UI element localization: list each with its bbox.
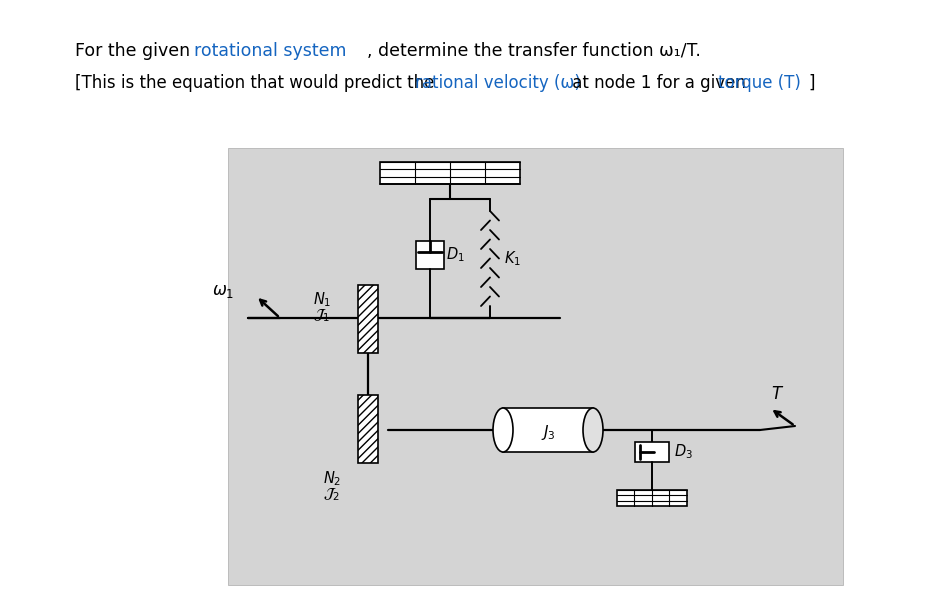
Text: $D_3$: $D_3$ — [674, 443, 693, 461]
Bar — [617, 490, 687, 506]
Text: $N_1$: $N_1$ — [313, 290, 331, 309]
Text: For the given: For the given — [75, 42, 196, 60]
Text: $\omega_1$: $\omega_1$ — [212, 282, 234, 300]
Text: $T$: $T$ — [772, 385, 785, 403]
Text: $K_1$: $K_1$ — [504, 249, 521, 268]
Ellipse shape — [583, 408, 603, 452]
Ellipse shape — [493, 408, 513, 452]
Text: $\mathcal{J}_2$: $\mathcal{J}_2$ — [323, 486, 340, 503]
Bar — [380, 162, 520, 184]
Text: $J_3$: $J_3$ — [540, 424, 555, 443]
Text: rotational system: rotational system — [194, 42, 346, 60]
Bar — [358, 395, 378, 463]
Text: at node 1 for a given: at node 1 for a given — [567, 74, 751, 92]
Text: $D_1$: $D_1$ — [446, 245, 465, 264]
Text: $\mathcal{J}_1$: $\mathcal{J}_1$ — [313, 307, 330, 324]
Bar — [635, 442, 669, 462]
Bar — [358, 285, 378, 353]
Text: , determine the transfer function ω₁/T.: , determine the transfer function ω₁/T. — [367, 42, 701, 60]
Bar — [503, 408, 593, 452]
Bar — [228, 148, 843, 585]
Bar — [416, 240, 444, 269]
Text: $N_2$: $N_2$ — [323, 469, 342, 487]
Text: torque (T): torque (T) — [718, 74, 801, 92]
Text: [This is the equation that would predict the: [This is the equation that would predict… — [75, 74, 439, 92]
Text: rational velocity (ω): rational velocity (ω) — [415, 74, 581, 92]
Text: ]: ] — [808, 74, 815, 92]
